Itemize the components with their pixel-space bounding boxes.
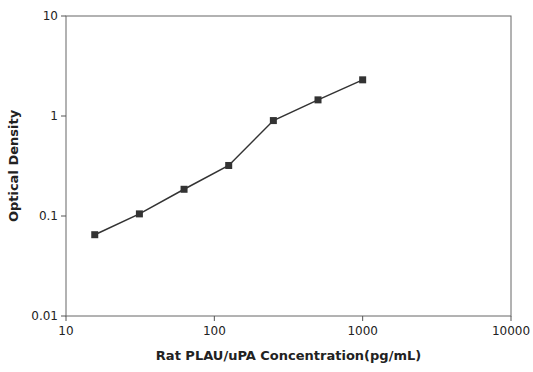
point <box>225 162 232 169</box>
point <box>91 231 98 238</box>
y-tick-label: 1 <box>50 109 58 123</box>
line <box>95 80 363 235</box>
chart-container: 10 100 1000 10000 0.01 0.1 1 10 Rat PLAU/uPA Con… <box>0 0 533 372</box>
point <box>359 76 366 83</box>
y-tick-label: 10 <box>43 9 58 23</box>
point <box>181 186 188 193</box>
point <box>270 117 277 124</box>
x-axis-label: Rat PLAU/uPA Concentration(pg/mL) <box>156 348 421 363</box>
series-group <box>91 76 366 238</box>
y-tick-label: 0.01 <box>31 309 58 323</box>
x-tick-label: 1000 <box>347 324 378 338</box>
x-tick <box>214 316 215 321</box>
y-tick <box>61 16 66 17</box>
x-tick <box>362 316 363 321</box>
plot-frame <box>66 16 511 316</box>
x-tick <box>66 316 67 321</box>
chart: 10 100 1000 10000 0.01 0.1 1 10 Rat PLAU/uPA Con… <box>0 0 533 372</box>
y-tick <box>61 316 66 317</box>
x-tick-label: 10000 <box>492 324 530 338</box>
y-tick-label: 0.1 <box>39 209 58 223</box>
point <box>315 96 322 103</box>
x-tick-label: 100 <box>203 324 226 338</box>
y-tick <box>61 116 66 117</box>
x-tick-label: 10 <box>58 324 73 338</box>
y-axis-label: Optical Density <box>6 109 21 222</box>
x-tick <box>511 316 512 321</box>
point <box>136 210 143 217</box>
y-tick <box>61 216 66 217</box>
